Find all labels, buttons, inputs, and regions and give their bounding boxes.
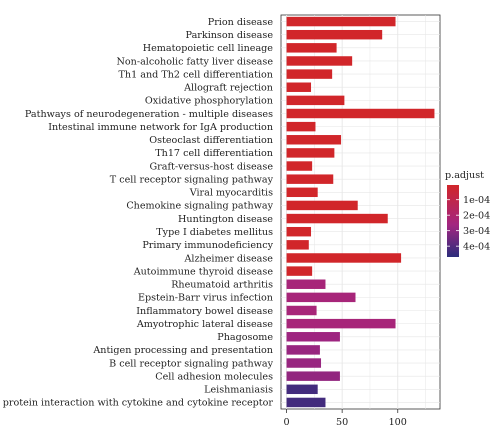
bar (286, 345, 320, 355)
category-label: Parkinson disease (186, 30, 274, 41)
legend-tick-label: 2e-04 (463, 210, 490, 221)
category-label: Autoimmune thyroid disease (133, 266, 274, 277)
category-label: Antigen processing and presentation (92, 345, 273, 356)
color-legend: p.adjust 1e-04 2e-04 3e-04 4e-04 (445, 170, 490, 257)
category-label: Type I diabetes mellitus (156, 227, 273, 238)
legend-tick-label: 3e-04 (463, 226, 490, 237)
bar (286, 253, 402, 263)
bar (286, 292, 356, 303)
category-labels: Prion disease Parkinson disease Hematopoie… (0, 17, 274, 409)
bar (286, 266, 313, 276)
bar (286, 56, 353, 66)
bar (286, 332, 340, 342)
bar (286, 213, 388, 224)
category-label: Viral protein interaction with cytokine … (0, 398, 273, 409)
category-label: Primary immunodeficiency (142, 240, 273, 251)
bar (286, 121, 316, 132)
bar (286, 397, 326, 408)
bars (286, 16, 435, 408)
category-label: Oxidative phosphorylation (145, 96, 273, 107)
category-label: Th1 and Th2 cell differentiation (119, 69, 273, 80)
bar (286, 148, 335, 158)
legend-tick-label: 1e-04 (463, 195, 490, 206)
bar (286, 95, 345, 106)
bar (286, 318, 396, 329)
bar (286, 135, 342, 145)
category-label: Epstein-Barr virus infection (138, 293, 273, 304)
category-label: Hematopoietic cell lineage (143, 43, 274, 54)
bar (286, 43, 337, 53)
category-label: Th17 cell differentiation (155, 148, 273, 159)
category-label: Alzheimer disease (183, 253, 273, 264)
category-label: Prion disease (208, 17, 274, 28)
bar (286, 226, 312, 237)
x-axis: 0 50 100 (284, 409, 407, 428)
category-label: Intestinal immune network for IgA produc… (48, 122, 273, 133)
x-tick-label: 50 (336, 417, 348, 428)
bar (286, 371, 340, 381)
category-label: Leishmaniasis (204, 385, 273, 396)
bar (286, 108, 435, 119)
bar (286, 187, 318, 198)
bar (286, 82, 312, 92)
legend-colorbar (447, 185, 459, 257)
category-label: Osteoclast differentiation (149, 135, 273, 146)
bar (286, 69, 333, 79)
category-label: Allograft rejection (183, 83, 273, 94)
category-label: Non-alcoholic fatty liver disease (117, 56, 274, 67)
bar (286, 174, 334, 184)
bar (286, 29, 383, 40)
legend-tick-label: 4e-04 (463, 241, 490, 252)
bar (286, 200, 358, 211)
category-label: Cell adhesion molecules (155, 371, 273, 382)
category-label: Amyotrophic lateral disease (136, 319, 273, 330)
category-label: Phagosome (217, 332, 273, 343)
category-label: T cell receptor signaling pathway (110, 174, 274, 185)
category-label: Graft-versus-host disease (150, 161, 274, 172)
category-label: B cell receptor signaling pathway (109, 358, 273, 369)
category-label: Inflammatory bowel disease (136, 306, 273, 317)
bar (286, 16, 396, 27)
legend-title: p.adjust (445, 170, 484, 181)
category-label: Huntington disease (178, 214, 273, 225)
bar (286, 279, 326, 289)
x-tick-label: 100 (389, 417, 407, 428)
x-tick-label: 0 (284, 417, 290, 428)
bar (286, 358, 322, 368)
category-label: Viral myocarditis (189, 188, 273, 199)
plot-panel (280, 14, 441, 410)
category-label: Rheumatoid arthritis (171, 280, 273, 291)
bar (286, 305, 317, 316)
category-label: Chemokine signaling pathway (126, 201, 273, 212)
bar (286, 384, 318, 395)
bar (286, 240, 309, 250)
bar (286, 161, 313, 171)
category-label: Pathways of neurodegeneration - multiple… (25, 109, 273, 120)
